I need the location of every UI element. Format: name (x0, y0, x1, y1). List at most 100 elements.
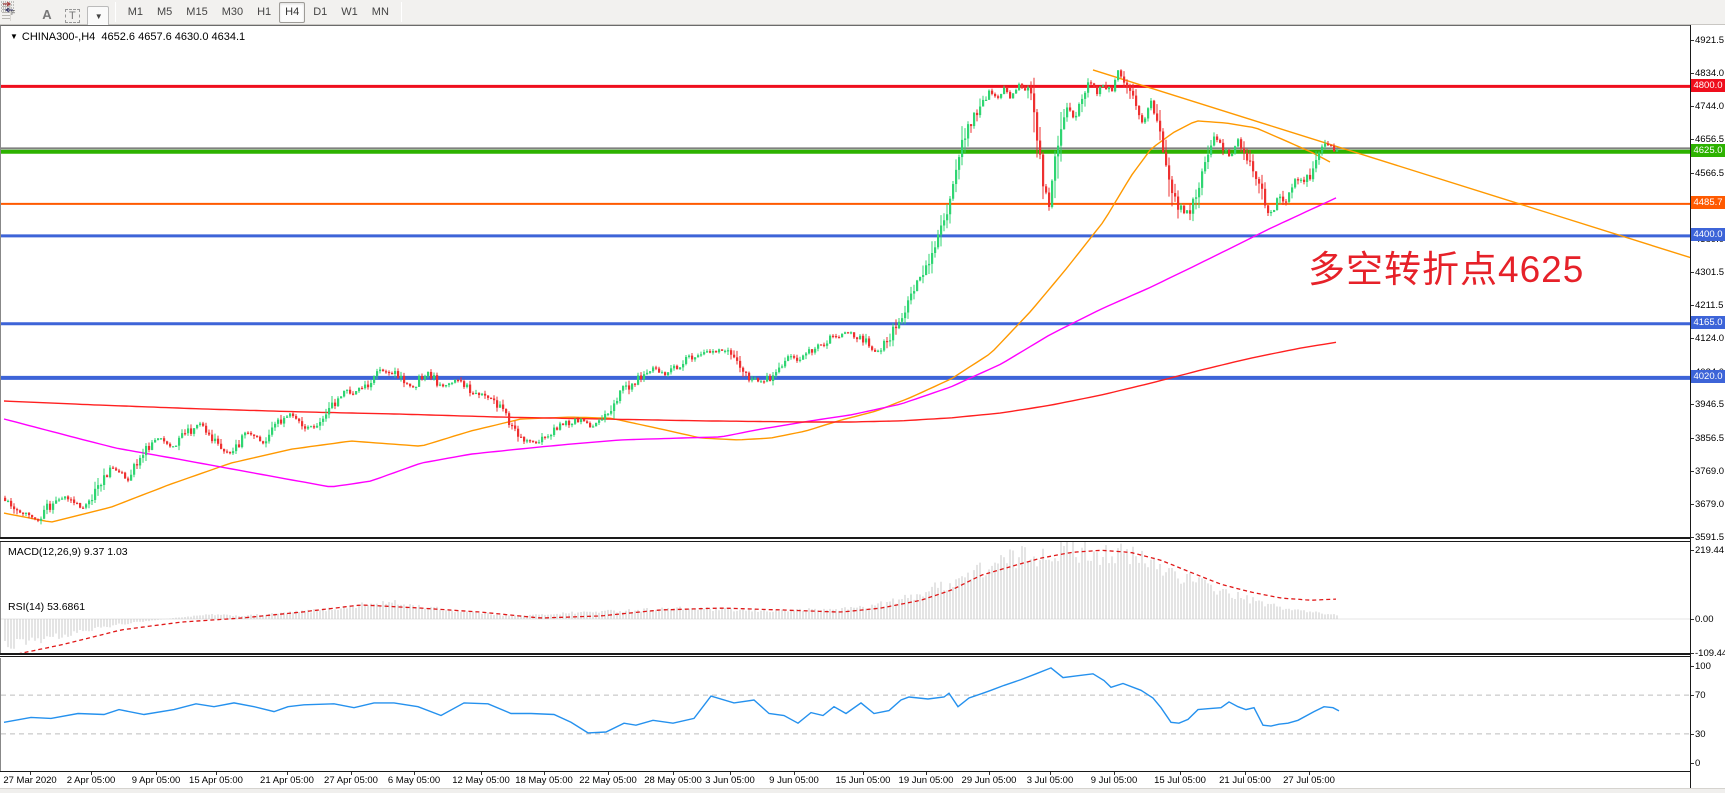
timeframe-m30[interactable]: M30 (221, 6, 244, 18)
price-badge-4165.0: 4165.0 (1691, 316, 1725, 330)
drawing-tools: F A T ▼ (1, 0, 110, 27)
panel-separator[interactable] (0, 537, 1690, 542)
chart-annotation-text: 多空转折点4625 (1308, 249, 1585, 290)
price-badge-4800.0: 4800.0 (1691, 78, 1725, 92)
time-tick-label: 21 Apr 05:00 (260, 775, 314, 786)
symbol-label: CHINA300-,H4 (21, 31, 96, 43)
descending-trendline[interactable] (1092, 69, 1691, 269)
price-tick-mark (1691, 40, 1694, 41)
main-chart-panel[interactable] (0, 25, 1691, 538)
macd-tick-mark (1691, 653, 1694, 655)
toolbar-arrows-tool[interactable]: ▼ (3, 1, 109, 27)
time-tick-mark (1050, 772, 1051, 775)
toolbar-separator (114, 2, 116, 22)
toolbar: F A T ▼ M1 M5 M15 M30 H1 H4 D1 W1 MN (0, 0, 1725, 27)
rsi-tick-label: 30 (1695, 728, 1706, 740)
time-tick-label: 19 Jun 05:00 (898, 775, 954, 786)
arrows-icon (3, 1, 13, 13)
price-tick-label: 3769.0 (1695, 465, 1725, 477)
price-badge-4625.0: 4625.0 (1691, 144, 1725, 158)
price-axis[interactable]: 4921.54834.04744.04656.54566.54476.54389… (1691, 25, 1725, 788)
time-tick-mark (544, 772, 545, 775)
time-tick-label: 15 Apr 05:00 (189, 775, 243, 786)
price-tick-label: 4211.5 (1695, 300, 1724, 312)
timeframe-mn[interactable]: MN (371, 6, 389, 18)
ma-slow-red (3, 341, 1337, 423)
price-tick-label: 4301.5 (1695, 266, 1725, 278)
macd-tick-mark (1691, 619, 1694, 620)
time-tick-label: 9 Apr 05:00 (131, 775, 181, 786)
time-axis[interactable]: 27 Mar 2020 2 Apr 05:00 9 Apr 05:00 15 Apr … (0, 772, 1690, 788)
rsi-tick-label: 70 (1695, 690, 1706, 702)
macd-tick-mark (1691, 550, 1694, 552)
caret-down-icon: ▼ (94, 11, 103, 21)
time-tick-mark (1245, 772, 1246, 775)
time-tick-mark (30, 772, 31, 775)
price-tick-label: 4834.0 (1695, 67, 1725, 79)
time-tick-mark (1114, 772, 1115, 775)
timeframe-m5[interactable]: M5 (157, 6, 173, 18)
timeframe-w1[interactable]: W1 (341, 6, 358, 18)
macd-tick-label: -109.44 (1695, 648, 1725, 660)
timeframe-d1[interactable]: D1 (313, 6, 328, 18)
toolbar-grip[interactable] (2, 3, 11, 21)
time-tick-label: 27 Apr 05:00 (324, 775, 378, 786)
price-tick-label: 3679.0 (1695, 499, 1725, 511)
timeframe-buttons: M1 M5 M15 M30 H1 H4 D1 W1 MN (121, 1, 396, 23)
time-tick-label: 27 Mar 2020 (3, 775, 57, 786)
price-tick-label: 3856.5 (1695, 432, 1725, 444)
price-tick-label: 4921.5 (1695, 35, 1725, 46)
rsi-tick-label: 0 (1695, 758, 1701, 769)
price-badge-4400.0: 4400.0 (1691, 228, 1725, 242)
price-tick-label: 4124.0 (1695, 333, 1725, 344)
chevron-down-icon[interactable]: ▼ (10, 32, 18, 41)
price-tick-mark (1691, 139, 1694, 141)
timeframe-h4[interactable]: H4 (279, 1, 306, 23)
time-tick-mark (91, 772, 92, 775)
time-tick-label: 3 Jun 05:00 (705, 775, 755, 786)
rsi-chart (1, 667, 1691, 735)
macd-panel[interactable] (0, 542, 1691, 656)
time-tick-mark (216, 772, 217, 775)
panel-separator-2[interactable] (0, 653, 1690, 657)
time-tick-mark (730, 772, 731, 775)
ohlc-quotes: 4652.6 4657.6 4630.0 4634.1 (101, 31, 246, 43)
macd-chart (1, 542, 1691, 656)
time-tick-label: 29 Jun 05:00 (961, 775, 1017, 786)
time-tick-label: 28 May 05:00 (644, 775, 702, 786)
time-tick-mark (287, 772, 288, 775)
candlestick-chart[interactable] (1, 26, 1691, 538)
time-tick-label: 27 Jul 05:00 (1283, 775, 1335, 786)
status-strip (0, 788, 1725, 793)
price-axis-border (1690, 25, 1691, 788)
price-tick-mark (1691, 271, 1694, 273)
time-tick-mark (608, 772, 609, 775)
toolbar-label-tool[interactable]: A (36, 4, 58, 25)
rsi-panel[interactable] (0, 658, 1691, 771)
rsi-tick-label: 100 (1695, 661, 1711, 672)
price-tick-mark (1691, 504, 1694, 506)
price-badge-4485.7: 4485.7 (1691, 196, 1725, 210)
rsi-bottom-border (0, 771, 1690, 772)
price-tick-mark (1691, 305, 1694, 307)
price-tick-label: 3591.5 (1695, 532, 1725, 543)
rsi-line (3, 667, 1340, 734)
timeframe-h1[interactable]: H1 (257, 6, 272, 18)
time-tick-mark (926, 772, 927, 775)
text-box-icon: T (65, 8, 80, 23)
svg-text:F: F (11, 10, 15, 15)
ma-mid-magenta (3, 197, 1337, 488)
timeframe-m1[interactable]: M1 (127, 6, 144, 18)
time-tick-label: 22 May 05:00 (579, 775, 637, 786)
time-tick-label: 15 Jul 05:00 (1154, 775, 1206, 786)
price-tick-label: 3946.5 (1695, 399, 1725, 411)
label-a-icon: A (42, 6, 52, 22)
time-tick-mark (414, 772, 415, 775)
toolbar-text-tool[interactable]: T (60, 5, 85, 26)
macd-signal-line (4, 549, 1337, 656)
price-badge-4020.0: 4020.0 (1691, 370, 1725, 384)
rsi-tick-mark (1691, 666, 1694, 667)
timeframe-m15[interactable]: M15 (186, 6, 208, 18)
price-tick-label: 4744.0 (1695, 101, 1725, 113)
